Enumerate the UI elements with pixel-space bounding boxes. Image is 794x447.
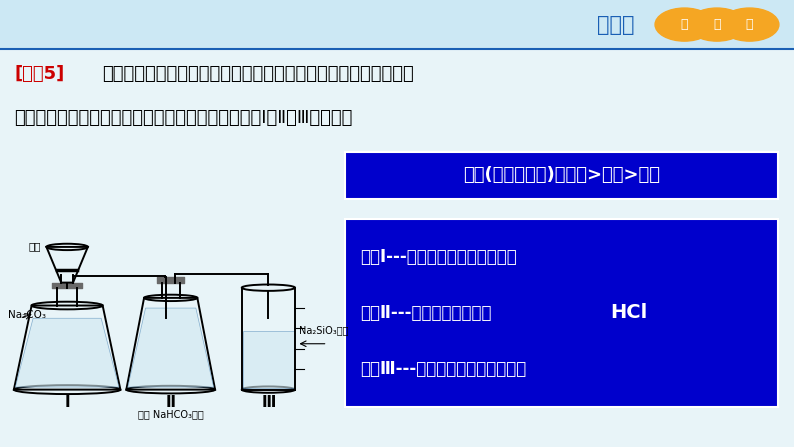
Text: 装置Ⅲ---验证碳酸的酸性强于硅酸: 装置Ⅲ---验证碳酸的酸性强于硅酸 <box>360 360 526 378</box>
FancyBboxPatch shape <box>345 152 778 199</box>
Polygon shape <box>15 318 119 387</box>
Text: 装置Ⅰ---验证盐酸的酸性强于碳酸: 装置Ⅰ---验证盐酸的酸性强于碳酸 <box>360 248 516 266</box>
Circle shape <box>688 8 746 41</box>
Circle shape <box>720 8 779 41</box>
Text: Na₂CO₃: Na₂CO₃ <box>8 310 46 320</box>
Text: HCl: HCl <box>610 304 647 322</box>
Text: 装置Ⅱ---除去二氧化碳中的: 装置Ⅱ---除去二氧化碳中的 <box>360 304 491 322</box>
Text: 酸性(相同条件下)：盐酸>醋酸>碳酸: 酸性(相同条件下)：盐酸>醋酸>碳酸 <box>463 166 661 185</box>
FancyBboxPatch shape <box>0 0 794 49</box>
Text: 考: 考 <box>746 18 754 31</box>
Text: Ⅲ: Ⅲ <box>261 396 276 410</box>
Text: 新教材: 新教材 <box>596 15 634 34</box>
Text: 新: 新 <box>680 18 688 31</box>
Circle shape <box>655 8 714 41</box>
Polygon shape <box>128 308 214 387</box>
Text: 盐酸: 盐酸 <box>29 241 41 252</box>
Polygon shape <box>243 331 294 388</box>
Text: 高: 高 <box>713 18 721 31</box>
Text: Ⅰ: Ⅰ <box>64 396 70 410</box>
Text: 饱和 NaHCO₃溶液: 饱和 NaHCO₃溶液 <box>138 409 203 420</box>
Text: 弱。下图实装置是为了探究不同酸的酸性强弱，装置Ⅰ、Ⅱ、Ⅲ的目的？: 弱。下图实装置是为了探究不同酸的酸性强弱，装置Ⅰ、Ⅱ、Ⅲ的目的？ <box>14 110 353 127</box>
Text: [问题5]: [问题5] <box>14 65 64 83</box>
Text: Na₂SiO₃溶液: Na₂SiO₃溶液 <box>299 325 349 336</box>
FancyBboxPatch shape <box>345 219 778 407</box>
Text: Ⅱ: Ⅱ <box>166 396 175 410</box>
Text: 根据生活经验和已学知识，判断乙酸、碳酸、盐酸三者间的酸性强: 根据生活经验和已学知识，判断乙酸、碳酸、盐酸三者间的酸性强 <box>102 65 414 83</box>
